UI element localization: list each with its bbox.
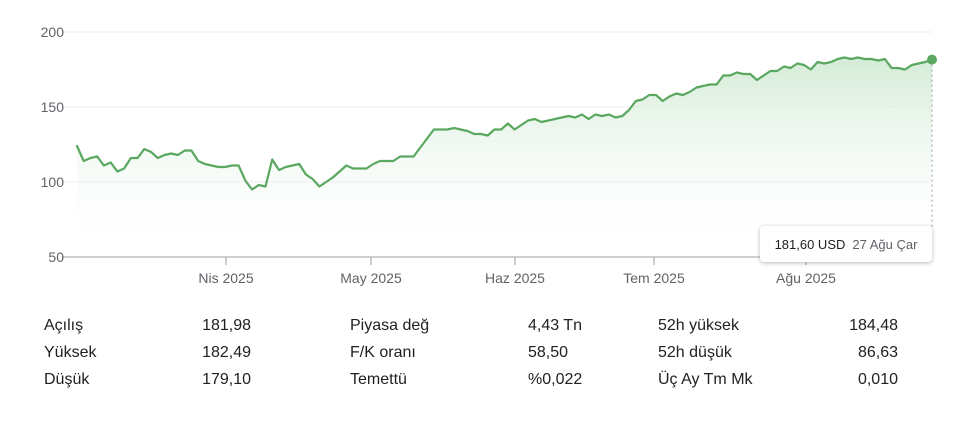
stat-label: Üç Ay Tm Mk <box>658 371 753 388</box>
x-tick-label: May 2025 <box>340 270 402 286</box>
stat-market-cap: Piyasa değ 4,43 Tn <box>350 316 585 343</box>
stat-high: Yüksek 182,49 <box>44 343 251 370</box>
stat-value: 4,43 Tn <box>528 317 582 334</box>
price-area <box>77 57 932 257</box>
stat-label: Düşük <box>44 371 90 388</box>
y-tick-label: 100 <box>41 174 65 190</box>
stat-open: Açılış 181,98 <box>44 316 251 343</box>
stat-pe-ratio: F/K oranı 58,50 <box>350 343 585 370</box>
stat-value: 86,63 <box>857 344 898 361</box>
stat-52w-high: 52h yüksek 184,48 <box>658 316 898 343</box>
y-tick-label: 200 <box>41 24 65 40</box>
stat-label: Temettü <box>350 371 407 388</box>
y-axis: 200 150 100 50 <box>41 24 65 265</box>
stat-value: 184,48 <box>849 317 898 334</box>
stats-column-2: Piyasa değ 4,43 Tn F/K oranı 58,50 Temet… <box>350 316 585 397</box>
price-chart[interactable]: 200 150 100 50 Nis 2025 May 2025 Haz 2025 Tem … <box>0 0 960 300</box>
stat-label: Piyasa değ <box>350 317 430 334</box>
stat-dividend: Temettü %0,022 <box>350 370 585 397</box>
y-tick-label: 50 <box>48 249 64 265</box>
stat-value: %0,022 <box>528 371 583 388</box>
y-tick-label: 150 <box>41 99 65 115</box>
stat-value: 179,10 <box>202 371 251 388</box>
x-tick-label: Nis 2025 <box>198 270 253 286</box>
stats-column-1: Açılış 181,98 Yüksek 182,49 Düşük 179,10 <box>44 316 251 397</box>
x-tick-label: Tem 2025 <box>623 270 685 286</box>
stat-label: F/K oranı <box>350 344 416 361</box>
stat-quarterly-div: Üç Ay Tm Mk 0,010 <box>658 370 898 397</box>
stat-label: Yüksek <box>44 344 97 361</box>
tooltip-date: 27 Ağu Çar <box>852 236 918 252</box>
x-tick-label: Haz 2025 <box>485 270 545 286</box>
x-tick-label: Ağu 2025 <box>776 270 836 286</box>
price-tooltip: 181,60 USD 27 Ağu Çar <box>760 226 932 262</box>
stat-label: Açılış <box>44 317 84 334</box>
stats-column-3: 52h yüksek 184,48 52h düşük 86,63 Üç Ay … <box>658 316 898 397</box>
stat-52w-low: 52h düşük 86,63 <box>658 343 898 370</box>
stat-value: 182,49 <box>202 344 251 361</box>
price-line <box>75 56 934 191</box>
x-axis: Nis 2025 May 2025 Haz 2025 Tem 2025 Ağu 2025 <box>198 257 836 286</box>
stat-value: 58,50 <box>528 344 569 361</box>
stat-label: 52h yüksek <box>658 317 739 334</box>
stat-value: 0,010 <box>857 371 898 388</box>
tooltip-price: 181,60 USD <box>774 236 846 252</box>
last-price-point[interactable] <box>927 54 937 65</box>
stat-low: Düşük 179,10 <box>44 370 251 397</box>
stat-value: 181,98 <box>202 317 251 334</box>
stat-label: 52h düşük <box>658 344 732 361</box>
